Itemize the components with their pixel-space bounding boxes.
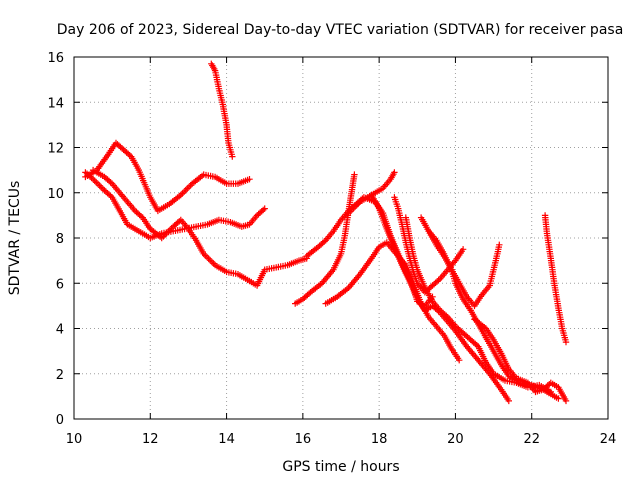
data-point	[473, 342, 480, 349]
data-point	[391, 169, 398, 176]
data-point	[107, 192, 114, 200]
data-point	[462, 332, 470, 339]
data-point	[351, 171, 358, 178]
data-point	[456, 357, 463, 364]
series-9	[368, 191, 512, 405]
x-tick-label: 12	[142, 432, 159, 447]
data-point	[562, 338, 570, 346]
data-series	[82, 60, 570, 405]
chart-title: Day 206 of 2023, Sidereal Day-to-day VTE…	[57, 22, 624, 38]
series-7	[322, 239, 463, 364]
series-14	[471, 316, 570, 405]
y-tick-label: 12	[47, 142, 64, 157]
x-axis-label: GPS time / hours	[282, 459, 399, 475]
x-tick-label: 14	[218, 432, 235, 447]
x-tick-label: 10	[66, 432, 83, 447]
y-axis: 0 2 4 6 8 10 12 14 16	[47, 51, 608, 428]
y-tick-label: 4	[56, 323, 64, 338]
data-point	[260, 206, 267, 214]
data-point	[126, 152, 133, 159]
series-3	[89, 166, 310, 289]
data-point	[314, 243, 322, 251]
data-point	[321, 238, 328, 245]
data-point	[125, 150, 132, 157]
data-point	[83, 170, 91, 177]
x-tick-label: 16	[295, 432, 312, 447]
series-8	[345, 169, 398, 217]
y-axis-label: SDTVAR / TECUs	[7, 181, 23, 296]
y-tick-label: 0	[56, 413, 64, 428]
series-4	[208, 60, 236, 160]
data-point	[443, 312, 450, 319]
data-point	[555, 395, 562, 402]
y-tick-label: 2	[56, 368, 64, 383]
data-point	[459, 246, 467, 253]
data-point	[246, 176, 253, 183]
x-tick-label: 24	[600, 432, 617, 447]
x-tick-label: 20	[447, 432, 464, 447]
y-tick-label: 14	[47, 96, 64, 111]
data-point	[229, 153, 236, 160]
data-point	[261, 205, 268, 212]
y-tick-label: 16	[47, 51, 64, 66]
y-tick-label: 6	[56, 277, 64, 292]
series-5	[292, 171, 358, 307]
x-tick-label: 22	[523, 432, 540, 447]
data-point	[562, 397, 570, 405]
data-point	[107, 179, 114, 186]
x-tick-label: 18	[371, 432, 388, 447]
data-point	[505, 397, 512, 405]
y-tick-label: 8	[56, 232, 64, 247]
y-tick-label: 10	[47, 187, 64, 202]
series-2	[82, 169, 268, 242]
x-axis: 10 12 14 16 18 20 22 24	[66, 57, 617, 447]
series-15	[541, 212, 570, 346]
data-point	[496, 241, 503, 248]
series-line	[325, 241, 460, 361]
data-point	[430, 281, 438, 288]
